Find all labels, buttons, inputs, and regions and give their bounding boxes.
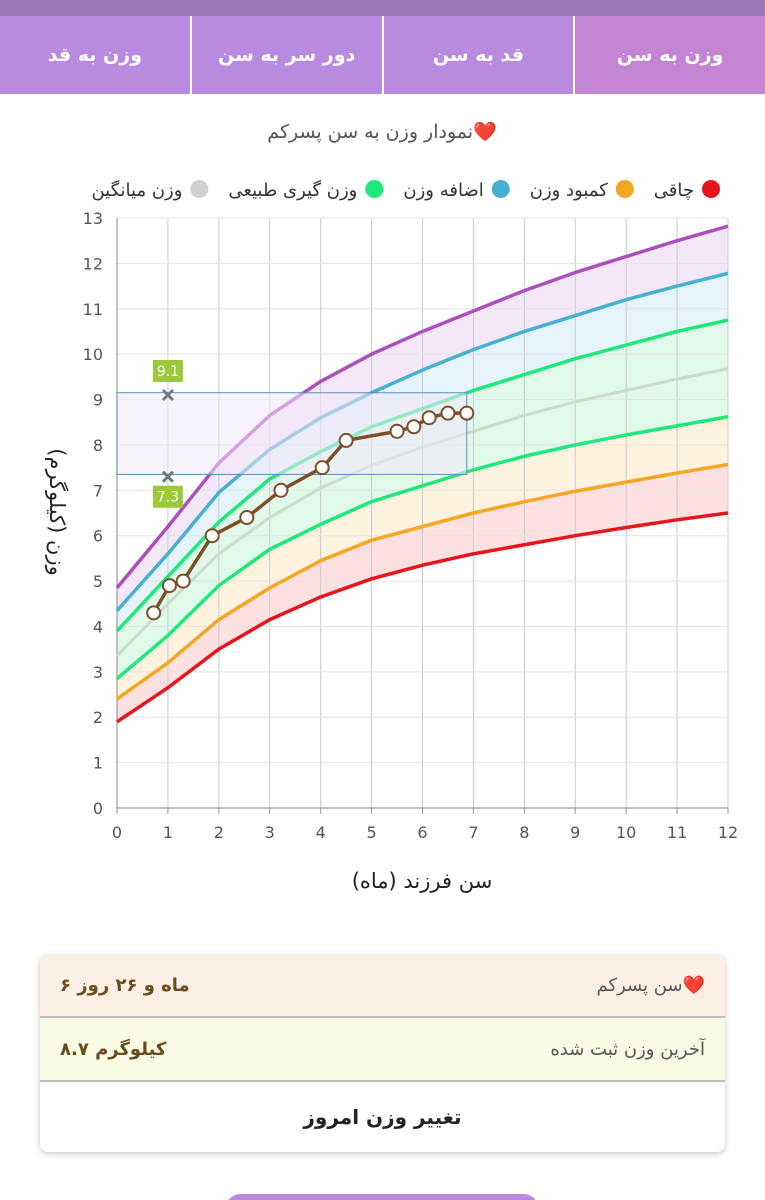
curve-5 <box>115 271 729 612</box>
weight-point <box>146 605 162 621</box>
legend-marker-4 <box>190 180 209 198</box>
chart-container: نمودار وزن به سن پسرکم❤️ چاقی کمبود وزن اضا… <box>0 100 765 910</box>
y-tick-1: 1 <box>93 754 103 773</box>
x-tick-5: 5 <box>366 823 376 842</box>
legend-label-2: اضافه وزن <box>403 180 483 201</box>
y-tick-11: 11 <box>83 300 103 319</box>
legend-marker-0 <box>702 180 720 198</box>
annotation-label-1: 7.3 <box>157 490 179 506</box>
y-tick-3: 3 <box>93 663 103 682</box>
x-tick-0: 0 <box>112 823 122 842</box>
y-tick-5: 5 <box>93 572 103 591</box>
x-tick-9: 9 <box>570 823 580 842</box>
growth-chart: نمودار وزن به سن پسرکم❤️ چاقی کمبود وزن اضا… <box>45 121 738 893</box>
info-card: سن پسرکم❤️ ۶ ماه و ۲۶ روز آخرین وزن ثبت … <box>40 954 725 1152</box>
weight-point <box>459 405 475 421</box>
weight-point <box>239 510 255 526</box>
curve-2 <box>115 415 729 680</box>
x-tick-12: 12 <box>718 823 738 842</box>
tab-head-age[interactable]: دور سر به سن <box>189 16 382 94</box>
chart-title: نمودار وزن به سن پسرکم❤️ <box>267 121 497 143</box>
chart-tabs: وزن به سن قد به سن دور سر به سن وزن به ق… <box>0 16 765 94</box>
x-tick-2: 2 <box>214 823 224 842</box>
weight-point <box>421 410 437 426</box>
tab-weight-height[interactable]: وزن به قد <box>47 44 143 66</box>
weight-point <box>389 423 405 439</box>
weight-value: ۸.۷ کیلوگرم <box>60 1038 167 1060</box>
annotation-box-1 <box>152 485 183 508</box>
weight-point <box>175 573 191 589</box>
annotation-box-0 <box>152 360 183 382</box>
x-tick-4: 4 <box>316 823 326 842</box>
annotation-marker-0 <box>161 388 174 402</box>
age-label: سن پسرکم❤️ <box>596 974 705 996</box>
weight-row: آخرین وزن ثبت شده ۸.۷ کیلوگرم <box>40 1018 725 1082</box>
tab-height-age[interactable]: قد به سن <box>381 16 574 94</box>
legend-marker-2 <box>491 180 510 198</box>
y-tick-13: 13 <box>83 209 103 228</box>
y-tick-4: 4 <box>93 617 103 636</box>
age-value: ۶ ماه و ۲۶ روز <box>60 974 190 996</box>
x-tick-3: 3 <box>265 823 275 842</box>
x-tick-7: 7 <box>468 823 478 842</box>
legend-label-4: وزن میانگین <box>91 179 182 201</box>
weight-point <box>161 578 177 594</box>
x-tick-8: 8 <box>519 823 529 842</box>
y-tick-2: 2 <box>93 708 103 727</box>
x-tick-11: 11 <box>667 823 687 842</box>
y-tick-0: 0 <box>93 799 103 818</box>
weight-point <box>440 405 456 421</box>
weight-point <box>406 419 422 435</box>
weight-point <box>204 528 220 544</box>
legend-label-3: وزن گیری طبیعی <box>228 179 357 201</box>
y-tick-12: 12 <box>83 254 103 273</box>
y-tick-8: 8 <box>93 436 103 455</box>
legend-label-0: چاقی <box>654 180 694 201</box>
curve-0 <box>116 511 729 724</box>
legend-label-1: کمبود وزن <box>530 180 608 201</box>
change-weight-button[interactable]: تغییر وزن امروز <box>303 1105 462 1129</box>
status-strip <box>0 0 765 16</box>
x-axis-label: سن فرزند (ماه) <box>352 869 493 893</box>
band-4 <box>117 226 728 611</box>
y-tick-10: 10 <box>83 345 103 364</box>
y-tick-9: 9 <box>93 391 103 410</box>
annotation-label-0: 9.1 <box>157 364 179 380</box>
weight-label: آخرین وزن ثبت شده <box>550 1038 705 1060</box>
x-tick-10: 10 <box>616 823 636 842</box>
weight-point <box>273 482 289 498</box>
x-tick-1: 1 <box>163 823 173 842</box>
y-tick-6: 6 <box>93 527 103 546</box>
legend-marker-1 <box>615 180 634 198</box>
bottom-button[interactable] <box>226 1194 538 1200</box>
x-tick-6: 6 <box>417 823 427 842</box>
range-box <box>116 392 468 475</box>
y-tick-7: 7 <box>93 481 103 500</box>
curve-1 <box>115 462 729 701</box>
weight-point <box>338 432 354 448</box>
age-row: سن پسرکم❤️ ۶ ماه و ۲۶ روز <box>40 954 725 1018</box>
weight-point <box>314 460 330 476</box>
legend-marker-3 <box>365 180 384 198</box>
annotation-marker-1 <box>161 470 174 483</box>
tab-weight-age[interactable]: وزن به سن <box>573 16 765 94</box>
y-axis-label: وزن (کیلوگرم) <box>45 448 69 576</box>
